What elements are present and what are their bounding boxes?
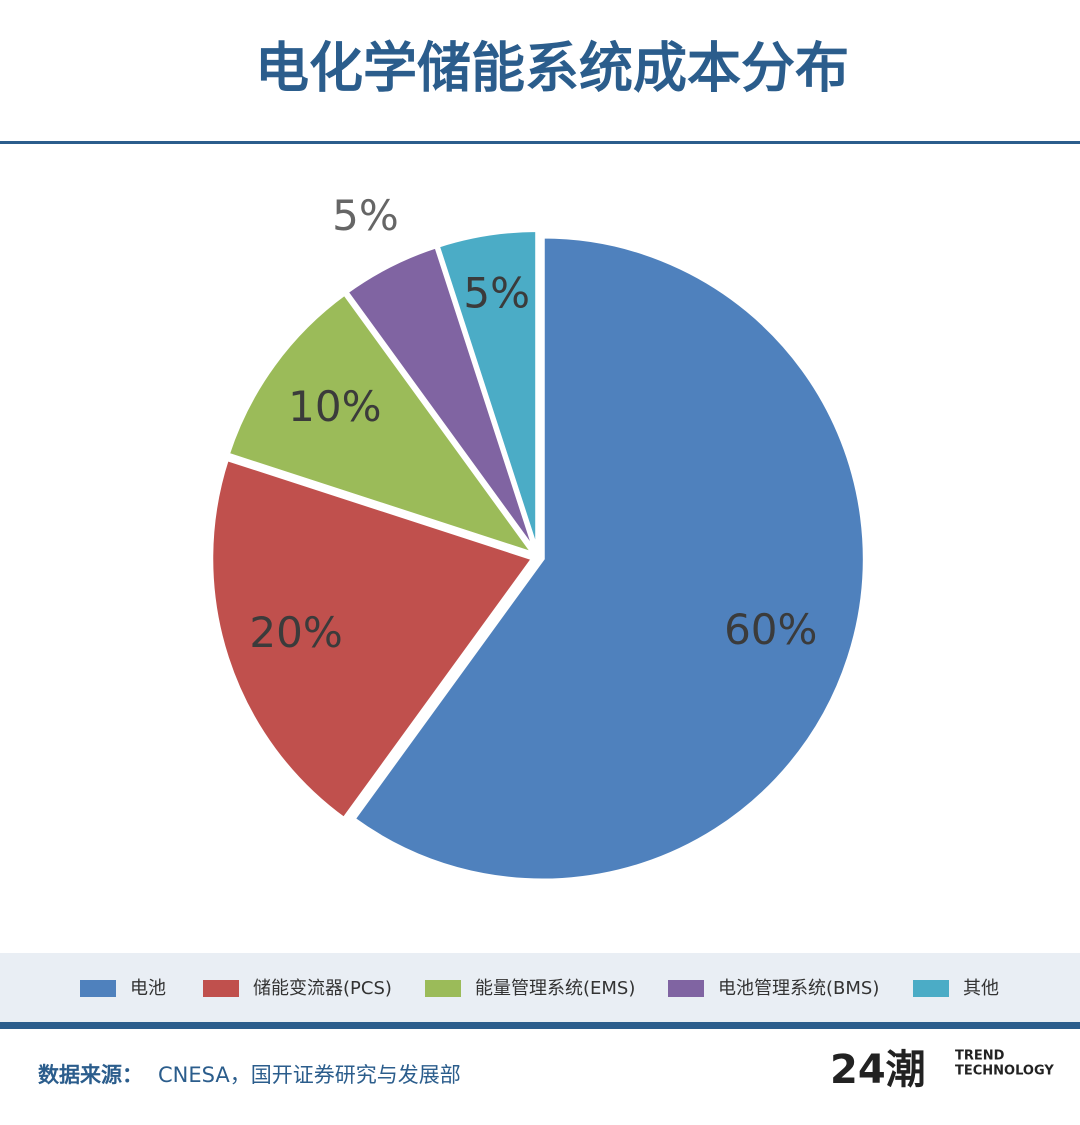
data-label: 20% xyxy=(249,608,342,657)
legend-label: 电池 xyxy=(130,978,166,999)
legend-label: 电池管理系统(BMS) xyxy=(718,978,879,999)
legend: 电池 储能变流器(PCS) 能量管理系统(EMS) 电池管理系统(BMS) 其他 xyxy=(80,978,999,999)
title-rule xyxy=(0,141,1080,144)
logo-line: TECHNOLOGY xyxy=(955,1064,1054,1079)
source: CNESA，国开证券研究与发展部 xyxy=(158,1063,461,1087)
legend-label: 储能变流器(PCS) xyxy=(253,978,392,999)
chart-title: 电化学储能系统成本分布 xyxy=(255,37,849,100)
legend-label: 能量管理系统(EMS) xyxy=(475,978,635,999)
pie-slice xyxy=(209,456,537,822)
legend-swatch xyxy=(80,980,116,997)
logo-line: TREND xyxy=(955,1049,1005,1064)
footer-rule xyxy=(0,1022,1080,1029)
data-label: 5% xyxy=(332,191,399,240)
legend-label: 其他 xyxy=(963,978,999,999)
data-label: 5% xyxy=(463,269,530,318)
pie-slice xyxy=(225,290,540,558)
data-label: 60% xyxy=(724,605,817,654)
legend-swatch xyxy=(425,980,461,997)
legend-band xyxy=(0,953,1080,1023)
pie-slice xyxy=(435,228,540,553)
legend-swatch xyxy=(668,980,704,997)
source-label: 数据来源： xyxy=(38,1063,143,1087)
pie-slice xyxy=(350,234,867,883)
logo: 24潮 xyxy=(830,1047,926,1093)
legend-swatch xyxy=(913,980,949,997)
legend-swatch xyxy=(203,980,239,997)
data-label: 10% xyxy=(288,382,381,431)
